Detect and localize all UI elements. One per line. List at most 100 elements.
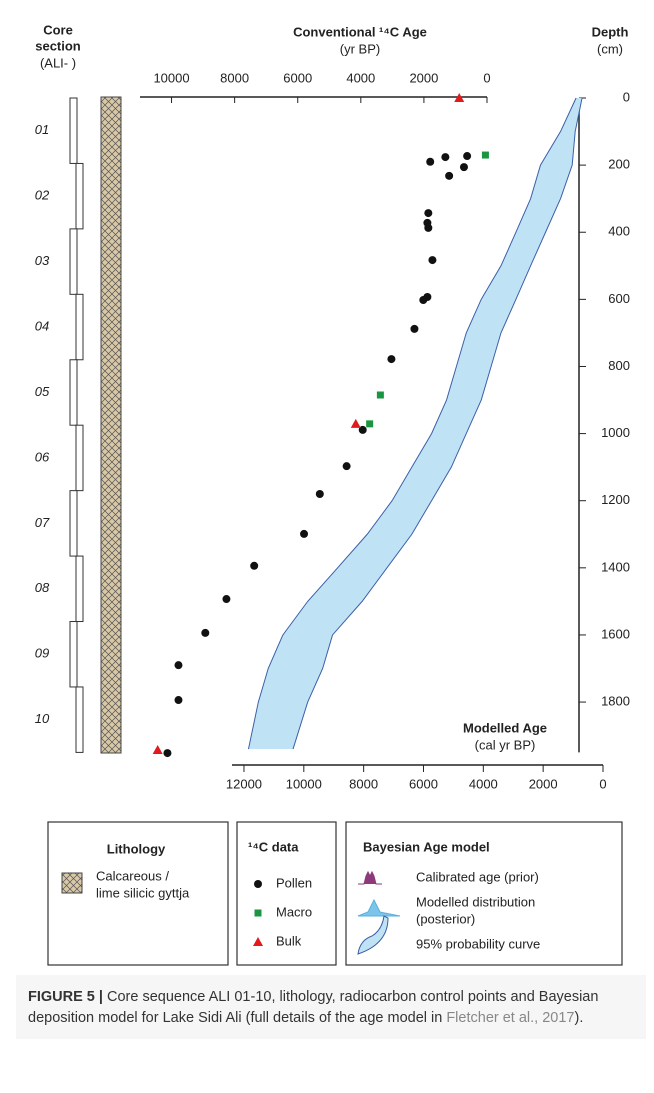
legend-label: Calibrated age (prior) [416,869,539,884]
x-tick-label: 0 [483,70,490,85]
legend-label: lime silicic gyttja [96,885,190,900]
point [358,425,367,434]
section-label: 04 [35,318,49,333]
x2-tick-label: 0 [599,776,606,791]
x-tick-label: 8000 [220,70,249,85]
band-fill [248,98,583,750]
x2-tick-label: 6000 [409,776,438,791]
point [300,529,309,538]
band-edge-old [247,97,577,750]
posterior-icon [357,898,401,917]
legend-title: Lithology [107,841,166,856]
x-unit: (yr BP) [340,41,380,56]
core-title: Core [43,22,73,37]
x2-unit: (cal yr BP) [475,737,536,752]
core-section [69,490,78,557]
x-tick-label: 6000 [283,70,312,85]
core-section [69,621,78,688]
legend-title: Bayesian Age model [363,839,490,854]
legend-label: Calcareous / [96,868,169,883]
x2-title: Modelled Age [463,720,547,735]
y-tick-label: 400 [608,224,630,239]
point [428,256,437,265]
y-tick-label: 200 [608,157,630,172]
x2-tick-label: 8000 [349,776,378,791]
x-title: Conventional ¹⁴C Age [293,24,427,39]
core-title: section [35,38,81,53]
y-tick-label: 1000 [601,425,630,440]
section-label: 08 [35,580,50,595]
point [376,391,384,399]
point [419,296,428,305]
y-tick-label: 1800 [601,693,630,708]
legend-label: Bulk [276,933,302,948]
point [174,661,183,670]
section-label: 02 [35,188,50,203]
point [426,157,435,166]
point [441,153,450,162]
caption-link[interactable]: Fletcher et al., 2017 [446,1010,575,1026]
y-tick-label: 1400 [601,559,630,574]
point [424,223,433,232]
legend-label: (posterior) [416,911,475,926]
legend-marker [253,937,263,946]
x2-tick-label: 4000 [469,776,498,791]
core-section [69,228,78,295]
caption-end: ). [574,1010,584,1026]
legend-label: Modelled distribution [416,894,535,909]
point [315,489,324,498]
section-label: 09 [35,646,49,661]
point [342,462,351,471]
x-tick-label: 4000 [346,70,375,85]
legend-label: Macro [276,904,312,919]
x2-tick-label: 12000 [226,776,262,791]
point [366,420,374,428]
y-title: Depth [592,24,629,39]
core-subtitle: (ALI- ) [40,55,76,70]
section-label: 07 [35,515,50,530]
band-edge-young [292,97,583,750]
caption: FIGURE 5 | Core sequence ALI 01-10, lith… [16,975,646,1039]
point [454,93,465,102]
legend-swatch [61,872,83,894]
point [163,749,172,758]
point [481,151,489,159]
y-tick-label: 0 [623,89,630,104]
core-section [75,424,84,492]
section-label: 01 [35,122,49,137]
y-tick-label: 1600 [601,626,630,641]
legend-label: Pollen [276,875,312,890]
section-label: 06 [35,449,50,464]
section-label: 03 [35,253,50,268]
core-section [69,97,78,164]
core-section [75,162,84,230]
x-tick-label: 2000 [409,70,438,85]
point [201,628,210,637]
caption-text: Core sequence ALI 01-10, lithology, radi… [28,989,599,1026]
prior-icon [358,870,382,885]
legend-box [47,821,229,966]
core-section [75,555,84,623]
legend-box [345,821,623,966]
core-section [75,293,84,361]
legend-box [236,821,337,966]
point [222,595,231,604]
point [152,745,163,755]
section-label: 10 [35,711,50,726]
point [463,152,472,161]
legend-title: ¹⁴C data [248,839,299,854]
core-section [69,359,78,426]
point [174,696,183,705]
y-tick-label: 600 [608,291,630,306]
y-unit: (cm) [597,41,623,56]
core-section [75,686,84,753]
point [424,209,433,218]
point [410,324,419,333]
legend-marker [254,880,262,888]
chart: Core section (ALI- ) Conventional ¹⁴C Ag… [35,22,630,966]
curve-icon [357,915,389,955]
point [350,418,361,428]
y-tick-label: 1200 [601,492,630,507]
point [387,355,396,364]
lithology-bar [100,96,122,754]
